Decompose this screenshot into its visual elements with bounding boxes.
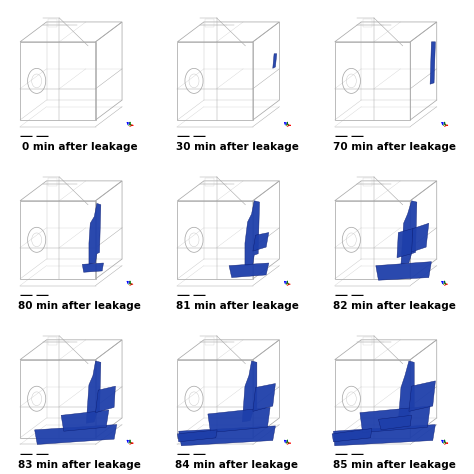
Polygon shape <box>333 425 436 446</box>
Text: 70 min after leakage: 70 min after leakage <box>333 143 456 153</box>
Text: 84 min after leakage: 84 min after leakage <box>175 460 299 470</box>
Polygon shape <box>89 203 101 264</box>
Polygon shape <box>253 383 275 411</box>
Polygon shape <box>177 430 217 442</box>
Polygon shape <box>253 233 269 251</box>
Polygon shape <box>401 201 417 264</box>
Polygon shape <box>376 262 431 280</box>
Polygon shape <box>410 223 429 253</box>
Text: 30 min after leakage: 30 min after leakage <box>175 143 299 153</box>
Polygon shape <box>398 361 414 422</box>
Text: 82 min after leakage: 82 min after leakage <box>333 301 456 311</box>
Text: 83 min after leakage: 83 min after leakage <box>18 460 141 470</box>
Text: 81 min after leakage: 81 min after leakage <box>175 301 299 311</box>
Polygon shape <box>273 54 277 68</box>
Polygon shape <box>86 361 101 423</box>
Text: 0 min after leakage: 0 min after leakage <box>22 143 137 153</box>
Polygon shape <box>245 201 259 265</box>
Polygon shape <box>179 426 275 446</box>
Polygon shape <box>409 381 436 411</box>
Polygon shape <box>61 410 109 431</box>
Polygon shape <box>82 263 103 272</box>
Polygon shape <box>397 228 413 258</box>
Polygon shape <box>242 361 257 422</box>
Polygon shape <box>229 263 269 278</box>
Polygon shape <box>96 386 116 413</box>
Text: 80 min after leakage: 80 min after leakage <box>18 301 141 311</box>
Polygon shape <box>360 406 430 433</box>
Polygon shape <box>35 425 117 445</box>
Polygon shape <box>430 42 436 84</box>
Polygon shape <box>378 415 411 430</box>
Polygon shape <box>332 428 372 442</box>
Polygon shape <box>208 407 270 433</box>
Text: 85 min after leakage: 85 min after leakage <box>333 460 456 470</box>
